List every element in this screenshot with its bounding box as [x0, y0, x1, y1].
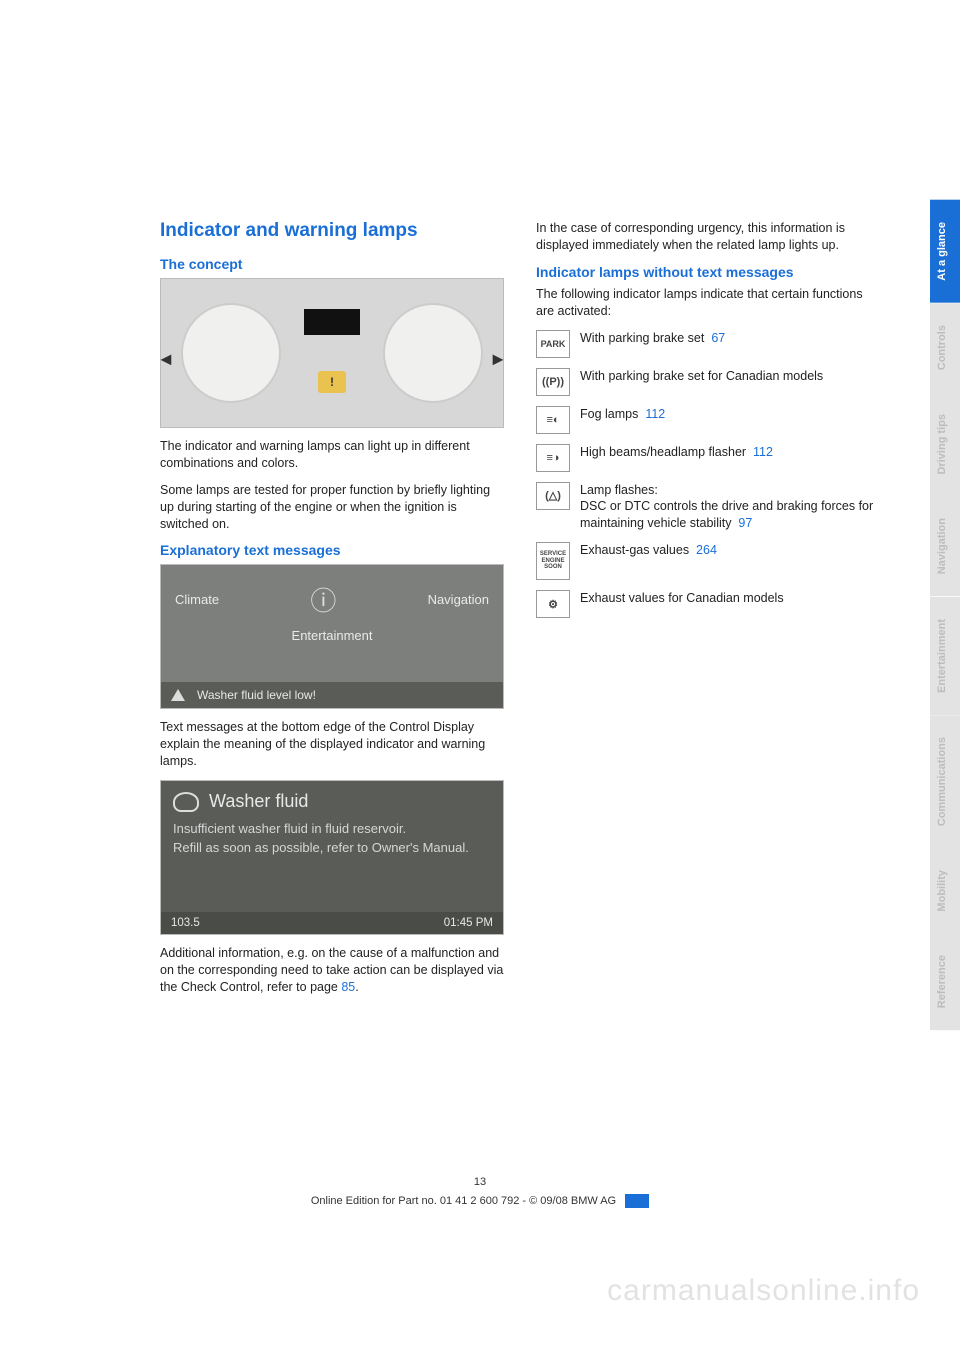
- table-row: (△) Lamp flashes: DSC or DTC controls th…: [536, 482, 880, 533]
- row-text: With parking brake set for Canadian mode…: [580, 369, 823, 383]
- subhead-no-text: Indicator lamps without text messages: [536, 264, 880, 280]
- fig2-entertainment-label: Entertainment: [292, 628, 373, 649]
- fig2-navigation-label: Navigation: [428, 592, 489, 607]
- explanatory-p2a: Additional information, e.g. on the caus…: [160, 946, 503, 994]
- row-text: Fog lamps: [580, 407, 638, 421]
- tab-mobility[interactable]: Mobility: [930, 848, 960, 934]
- washer-fluid-icon: [173, 792, 199, 812]
- fog-lamp-icon: ≡◐: [536, 406, 570, 434]
- xref-264[interactable]: 264: [696, 543, 717, 557]
- row-text: With parking brake set: [580, 331, 704, 345]
- footer-edition-line: Online Edition for Part no. 01 41 2 600 …: [311, 1195, 616, 1207]
- high-beam-icon: ≡◑: [536, 444, 570, 472]
- xref-112b[interactable]: 112: [753, 445, 773, 459]
- fig3-title: Washer fluid: [209, 791, 308, 812]
- subhead-explanatory: Explanatory text messages: [160, 542, 504, 558]
- row-text: Lamp flashes: DSC or DTC controls the dr…: [580, 483, 873, 531]
- xref-67[interactable]: 67: [711, 331, 725, 345]
- explanatory-p2b: .: [355, 980, 358, 994]
- fig2-status-text: Washer fluid level low!: [197, 688, 316, 702]
- gauge-right-icon: [383, 303, 483, 403]
- arrow-left-icon: ◄: [157, 349, 175, 370]
- section-title: Indicator and warning lamps: [160, 220, 504, 242]
- left-column: Indicator and warning lamps The concept …: [160, 220, 504, 1006]
- service-engine-icon: SERVICE ENGINE SOON: [536, 542, 570, 580]
- indicator-table: PARK With parking brake set 67 ((P)) Wit…: [536, 330, 880, 625]
- center-display-icon: [304, 309, 360, 335]
- figure-instrument-cluster: ◄ ! ►: [160, 278, 504, 428]
- row-text: Exhaust values for Canadian models: [580, 591, 784, 605]
- table-row: ≡◑ High beams/headlamp flasher 112: [536, 444, 880, 472]
- footer-accent-strip: [625, 1194, 649, 1208]
- figure-check-control-detail: Washer fluid Insufficient washer fluid i…: [160, 780, 504, 935]
- page-footer: 13 Online Edition for Part no. 01 41 2 6…: [0, 1176, 960, 1208]
- row-text: High beams/headlamp flasher: [580, 445, 746, 459]
- section-tabs: At a glance Controls Driving tips Naviga…: [930, 200, 960, 1031]
- concept-p2: Some lamps are tested for proper functio…: [160, 482, 504, 533]
- warning-triangle-icon: [171, 689, 185, 701]
- table-row: ((P)) With parking brake set for Canadia…: [536, 368, 880, 396]
- page-content: Indicator and warning lamps The concept …: [0, 0, 960, 1066]
- xref-85[interactable]: 85: [341, 980, 355, 994]
- center-warning-icon: !: [318, 371, 346, 393]
- tab-reference[interactable]: Reference: [930, 933, 960, 1030]
- fig3-line1: Insufficient washer fluid in fluid reser…: [173, 820, 406, 839]
- fig3-bar-left: 103.5: [171, 917, 200, 929]
- watermark: carmanualsonline.info: [607, 1274, 920, 1308]
- page-number: 13: [474, 1176, 486, 1188]
- table-row: ⚙ Exhaust values for Canadian models: [536, 590, 880, 618]
- table-row: SERVICE ENGINE SOON Exhaust-gas values 2…: [536, 542, 880, 580]
- tab-navigation[interactable]: Navigation: [930, 496, 960, 596]
- figure-control-display-menu: Climate ⓘ Navigation Entertainment Washe…: [160, 564, 504, 709]
- table-row: ≡◐ Fog lamps 112: [536, 406, 880, 434]
- right-intro: In the case of corresponding urgency, th…: [536, 220, 880, 254]
- right-intro2: The following indicator lamps indicate t…: [536, 286, 880, 320]
- row-text: Exhaust-gas values: [580, 543, 689, 557]
- arrow-right-icon: ►: [489, 349, 507, 370]
- concept-p1: The indicator and warning lamps can ligh…: [160, 438, 504, 472]
- fig2-info-icon: ⓘ: [310, 581, 336, 618]
- engine-ca-icon: ⚙: [536, 590, 570, 618]
- fig2-climate-label: Climate: [175, 592, 219, 607]
- gauge-left-icon: [181, 303, 281, 403]
- xref-112a[interactable]: 112: [645, 407, 665, 421]
- tab-communications[interactable]: Communications: [930, 715, 960, 848]
- tab-driving-tips[interactable]: Driving tips: [930, 392, 960, 497]
- explanatory-p2: Additional information, e.g. on the caus…: [160, 945, 504, 996]
- xref-97[interactable]: 97: [738, 516, 752, 530]
- park-brake-icon: PARK: [536, 330, 570, 358]
- table-row: PARK With parking brake set 67: [536, 330, 880, 358]
- tab-controls[interactable]: Controls: [930, 303, 960, 392]
- right-column: In the case of corresponding urgency, th…: [536, 220, 880, 1006]
- park-brake-ca-icon: ((P)): [536, 368, 570, 396]
- fig3-line2: Refill as soon as possible, refer to Own…: [173, 839, 469, 858]
- tab-entertainment[interactable]: Entertainment: [930, 597, 960, 715]
- explanatory-p1: Text messages at the bottom edge of the …: [160, 719, 504, 770]
- dsc-icon: (△): [536, 482, 570, 510]
- fig3-bar-right: 01:45 PM: [444, 917, 493, 929]
- tab-at-a-glance[interactable]: At a glance: [930, 200, 960, 303]
- subhead-concept: The concept: [160, 256, 504, 272]
